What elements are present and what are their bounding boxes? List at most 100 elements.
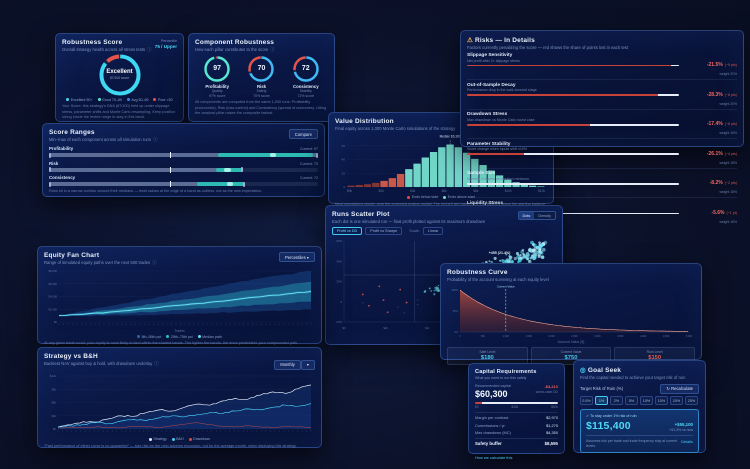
range-observed-span xyxy=(218,153,313,158)
compare-button[interactable]: Compare xyxy=(288,129,318,139)
range-slider-risk[interactable] xyxy=(49,166,318,173)
scale-chip[interactable]: Linear xyxy=(422,226,444,235)
capital-row-label: Margin per contract xyxy=(475,415,509,421)
risk-pill[interactable]: 20% xyxy=(670,396,683,406)
risk-penalty: -17.4% (−6 pts) xyxy=(685,112,737,130)
capital-main: Recommended capital $60,300 xyxy=(475,384,511,399)
gauge-rating: Excellent xyxy=(106,69,133,76)
capital-scale: $0 $30k $60k xyxy=(475,405,558,409)
scale-label: Scale: xyxy=(409,228,420,233)
capital-row-value: $4,350 xyxy=(546,429,558,435)
axis-tick-label: $12k xyxy=(538,189,545,194)
risk-row-right: -28.3% (−8 pts) weight 20% xyxy=(685,83,737,106)
legend-label: Ends above start xyxy=(447,195,475,200)
risk-pill[interactable]: 5% xyxy=(625,396,638,406)
risk-pill[interactable]: 10% xyxy=(640,396,653,406)
risk-bar xyxy=(467,153,679,156)
legend-dot-icon xyxy=(188,437,192,441)
fan-x-label: Trades xyxy=(174,328,185,333)
range-current-span xyxy=(269,153,277,158)
risk-description: Max drawdown vs Monte Carlo worst case xyxy=(467,117,535,122)
range-knob-right[interactable] xyxy=(240,167,243,173)
info-icon[interactable]: ⓘ xyxy=(152,260,157,265)
panel-subtitle: Find the capital needed to achieve your … xyxy=(580,375,686,380)
range-knob-left xyxy=(49,152,51,158)
panel-header-text: Component Robustness How each pillar con… xyxy=(195,39,275,53)
legend-item: Strategy xyxy=(148,437,167,441)
risk-row-left: Slippage Sensitivity Net profit after 2× … xyxy=(467,53,679,67)
stat-value: $750 xyxy=(564,355,578,362)
legend-label: 5th–95th pct xyxy=(141,334,162,339)
capital-row: Commissions / yr $1,275 xyxy=(475,423,558,428)
axis-tick-label: $0k xyxy=(347,189,353,194)
info-icon[interactable]: ⓘ xyxy=(147,47,152,52)
capital-method-link[interactable]: How we calculate this xyxy=(475,455,513,461)
legend-label: Poor <50 xyxy=(157,97,173,102)
capital-breakdown: Margin per contract $2,970 Commissions / y… xyxy=(475,415,558,434)
info-icon[interactable]: ⓘ xyxy=(154,361,159,366)
recalculate-button[interactable]: ↻ Recalculate xyxy=(660,383,699,394)
period-dropdown-icon[interactable]: ▾ xyxy=(300,359,315,370)
range-benchmark-marker xyxy=(170,181,172,188)
panel-header-text: Robustness Curve Probability of the acco… xyxy=(447,269,549,282)
panel-header-text: Runs Scatter Plot Each dot is one simula… xyxy=(332,211,485,224)
result-details-link[interactable]: Details xyxy=(681,438,693,444)
risk-weight: weight 20% xyxy=(719,72,737,77)
svg-text:1,500: 1,500 xyxy=(526,335,533,338)
range-knob-right[interactable] xyxy=(243,181,246,187)
svg-text:60: 60 xyxy=(342,144,346,148)
range-possible-span xyxy=(49,167,243,172)
range-current: Current: 97 xyxy=(300,147,318,152)
panel-header: Value Distribution Final equity across 1… xyxy=(335,118,547,131)
panel-component-robustness: Component Robustness How each pillar con… xyxy=(188,33,335,122)
risk-name: Drawdown Stress xyxy=(467,112,508,118)
legend-label: Excellent 90+ xyxy=(70,97,93,102)
panel-risks: ⚠ Risks — In Details Factors currently pe… xyxy=(460,30,744,224)
percentiles-button[interactable]: Percentiles ▾ xyxy=(279,252,315,262)
gauge-name: Consistency xyxy=(293,83,319,89)
scatter-chip[interactable]: Profit vs Sharpe xyxy=(365,226,403,235)
risk-weight: weight 15% xyxy=(719,190,737,195)
axis-tick-label: $10k xyxy=(504,189,512,194)
result-delta-sub: +91.3% vs now xyxy=(669,427,693,432)
risk-pill[interactable]: 15% xyxy=(655,396,668,406)
info-icon[interactable]: ⓘ xyxy=(152,137,158,142)
legend-label: Drawdown xyxy=(193,437,211,441)
panel-header-text: ⚠ Risks — In Details Factors currently pe… xyxy=(467,36,628,50)
period-button[interactable]: Monthly xyxy=(274,359,301,370)
view-toggle-dots[interactable]: Dots xyxy=(518,212,535,219)
risk-pct: -26.1% xyxy=(706,150,723,157)
legend-item: Excellent 90+ xyxy=(66,97,93,102)
range-current: Current: 70 xyxy=(300,161,318,166)
scatter-chip[interactable]: Profit vs DD xyxy=(332,226,363,235)
risk-pct: -8.2% xyxy=(709,180,723,187)
risk-pill[interactable]: 1% xyxy=(595,396,608,406)
ranges-footnote: Runs sit in a narrow corridor around the… xyxy=(49,188,263,193)
range-slider-consistency[interactable] xyxy=(49,181,318,188)
risk-description: Score change when inputs shift ±10% xyxy=(467,147,528,152)
legend-item: 25th–75th pct xyxy=(166,335,193,339)
gauge-score-text: 97% score xyxy=(208,93,226,98)
risk-bar-passed xyxy=(657,94,679,96)
legend-label: Strategy xyxy=(153,437,167,441)
risk-pill[interactable]: 0.5% xyxy=(580,396,593,406)
risk-bar xyxy=(467,64,679,67)
panel-subtitle: Min–max of each component across all sim… xyxy=(49,137,157,143)
risk-points: (−8 pts) xyxy=(724,92,737,97)
info-icon[interactable]: ⓘ xyxy=(270,47,275,52)
value-distribution-chart: 60 40 20 0 Median $6,380 xyxy=(335,133,547,189)
range-knob-right[interactable] xyxy=(316,152,318,158)
axis-tick-label: $0 xyxy=(475,405,479,410)
svg-text:$2k: $2k xyxy=(383,326,388,330)
view-toggle-density[interactable]: Density xyxy=(534,212,555,219)
risk-pill[interactable]: 2% xyxy=(610,396,623,406)
scatter-view-toggle[interactable]: Dots Density xyxy=(517,211,556,220)
range-slider-profitability[interactable] xyxy=(49,152,318,159)
risk-pill[interactable]: 25% xyxy=(685,396,698,406)
gauge-group-risk: 70 Risk Safety 70% score xyxy=(240,56,284,98)
component-footnote: All components are computed from the sam… xyxy=(195,100,327,115)
svg-text:$9k: $9k xyxy=(51,387,56,391)
svg-text:$6k: $6k xyxy=(51,401,56,405)
subtitle-text: Backtest NAV against buy & hold, with dr… xyxy=(44,361,153,366)
risk-bar-passed xyxy=(670,64,679,67)
